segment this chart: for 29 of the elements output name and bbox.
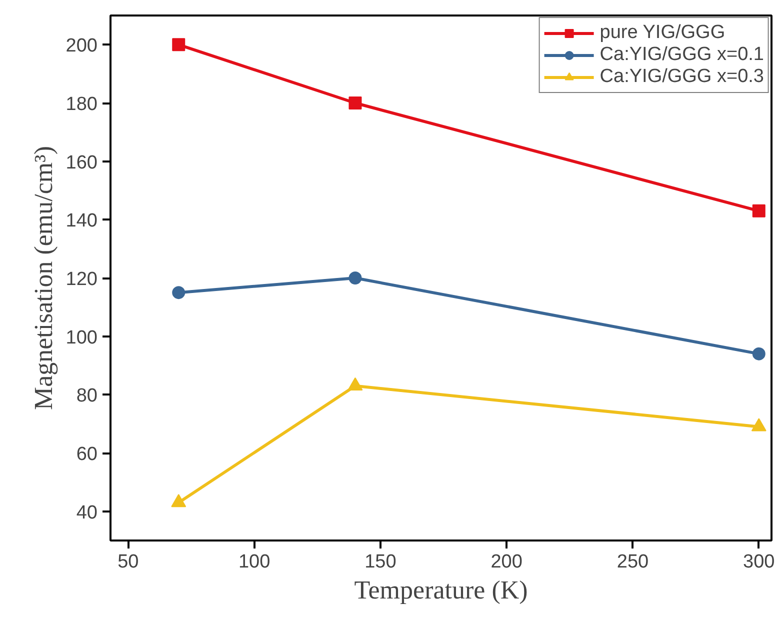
x-tick-label: 150 [364, 552, 396, 572]
point [172, 286, 186, 300]
y-tick-label: 140 [66, 210, 98, 232]
point [751, 418, 766, 432]
y-tick-label: 120 [66, 269, 98, 290]
y-tick-label: 160 [66, 152, 98, 174]
point [348, 377, 363, 390]
x-tick-label: 250 [616, 552, 649, 572]
point [171, 494, 186, 508]
x-axis-title: Temperature (K) [354, 576, 528, 604]
point [348, 96, 362, 110]
y-tick-label: 100 [66, 327, 98, 348]
point [752, 347, 766, 360]
y-tick-label: 200 [66, 36, 98, 57]
point [348, 272, 362, 284]
y-tick-label: 60 [76, 444, 98, 465]
y-tick-label: 80 [76, 386, 98, 407]
y-tick-label: 40 [76, 502, 98, 524]
point [752, 204, 766, 218]
y-tick-label: 180 [66, 94, 98, 115]
legend-label: Ca:YIG/GGG x=0.1 [600, 44, 764, 66]
x-tick-label: 300 [743, 552, 775, 572]
x-tick-label: 200 [490, 552, 522, 572]
y-axis-title: Magnetisation (emu/cm³) [28, 146, 58, 410]
x-tick-label: 50 [118, 552, 139, 572]
legend-label: Ca:YIG/GGG x=0.3 [600, 66, 764, 88]
point [172, 38, 186, 52]
x-tick-label: 100 [238, 552, 270, 572]
legend-label: pure YIG/GGG [600, 22, 726, 44]
